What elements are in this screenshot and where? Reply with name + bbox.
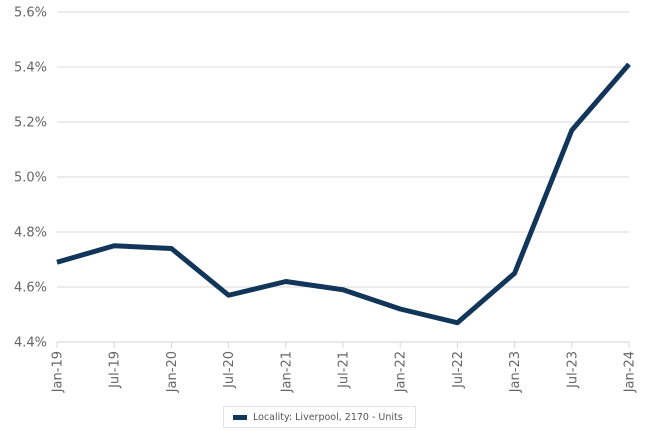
x-tick-label: Jan-24 [623, 351, 638, 393]
x-tick-label: Jan-21 [279, 351, 294, 393]
legend-swatch [233, 414, 247, 420]
y-tick-label: 5.6% [14, 6, 47, 21]
x-tick-label: Jul-22 [451, 351, 466, 389]
series-line [56, 62, 631, 326]
x-tick-label: Jul-20 [222, 351, 237, 389]
x-tick-label: Jan-22 [394, 351, 409, 393]
series-lines [56, 62, 631, 326]
y-tick-label: 4.6% [14, 281, 47, 296]
y-tick-label: 5.2% [14, 116, 47, 131]
x-tick-label: Jan-23 [508, 351, 523, 393]
legend-label: Locality: Liverpool, 2170 - Units [253, 411, 403, 423]
x-tick-label: Jul-23 [565, 351, 580, 389]
x-tick-label: Jul-19 [108, 351, 123, 389]
x-tick-label: Jan-20 [165, 351, 180, 393]
legend: Locality: Liverpool, 2170 - Units [223, 406, 416, 428]
x-tick-label: Jan-19 [51, 351, 66, 393]
y-tick-label: 5.0% [14, 171, 47, 186]
gridlines [57, 11, 629, 343]
y-tick-label: 4.4% [14, 336, 47, 351]
y-tick-label: 4.8% [14, 226, 47, 241]
y-axis-tick-labels: 4.4% 4.6% 4.8% 5.0% 5.2% 5.4% 5.6% [14, 6, 47, 351]
x-axis-tick-labels: Jan-19 Jul-19 Jan-20 Jul-20 Jan-21 Jul-21 Jan-… [51, 342, 638, 393]
x-tick-label: Jul-21 [337, 351, 352, 389]
y-tick-label: 5.4% [14, 61, 47, 76]
